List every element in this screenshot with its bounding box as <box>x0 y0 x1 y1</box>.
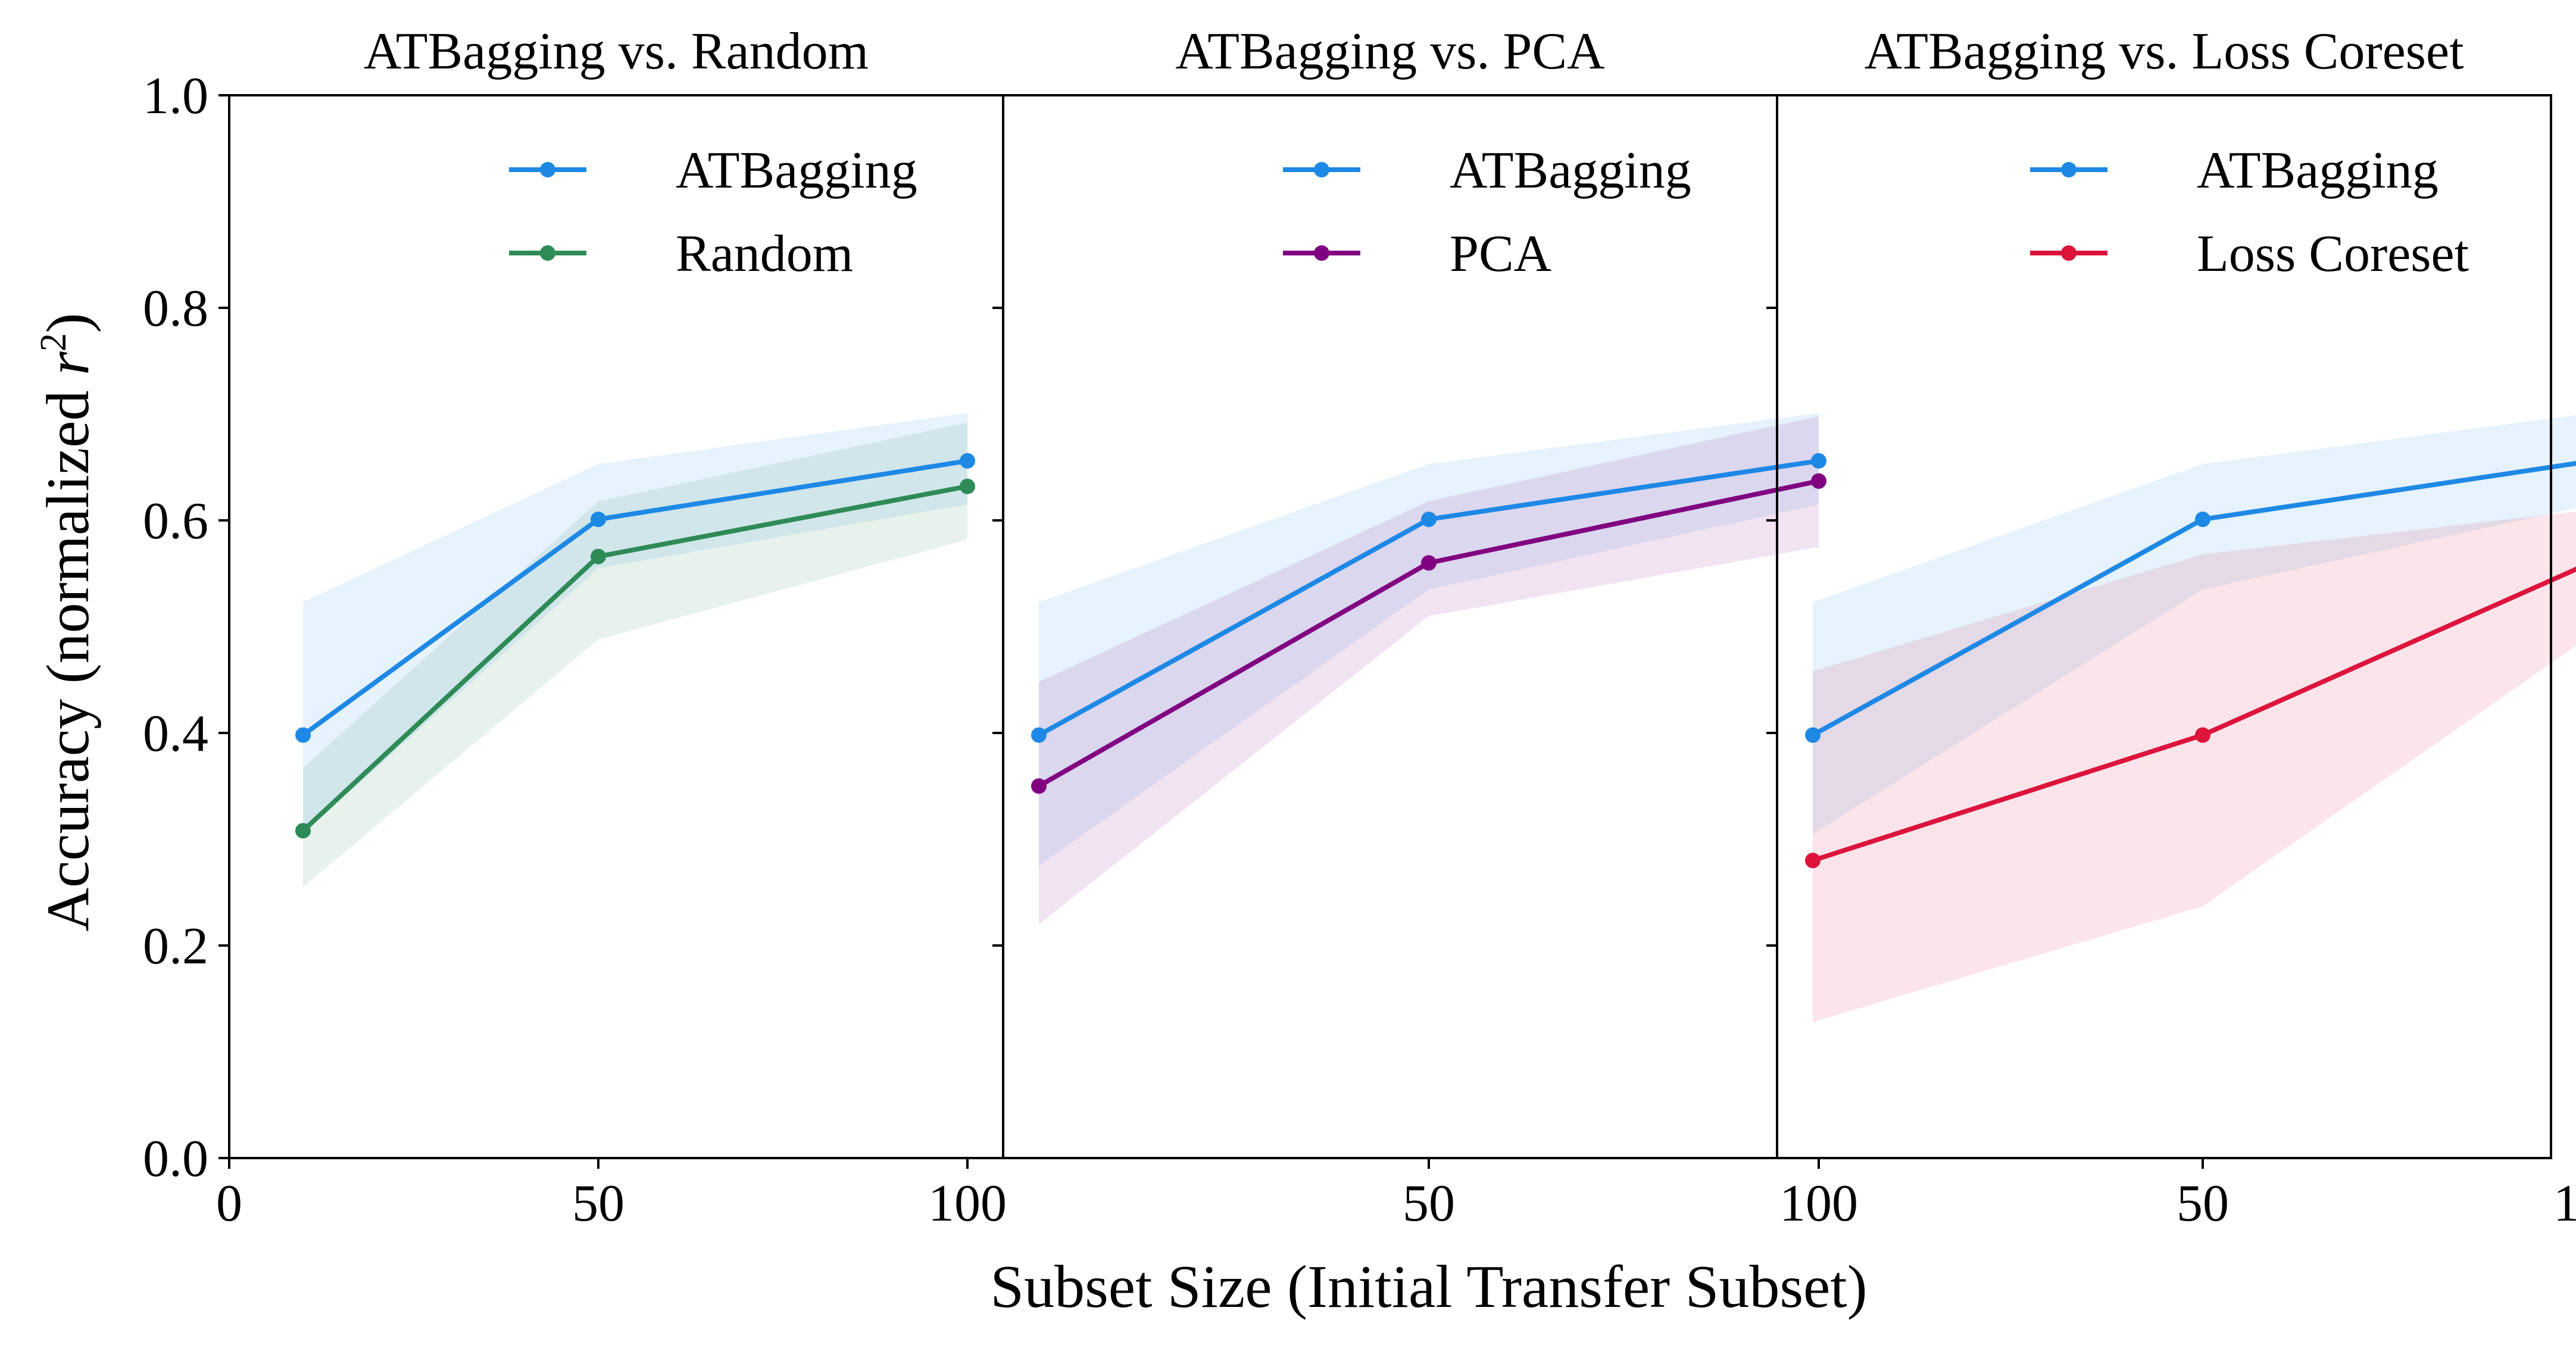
legend-label-2-2: PCA <box>1450 225 1551 283</box>
point-2-2-1 <box>1031 778 1047 794</box>
point-1-2-1 <box>295 823 311 839</box>
y-tick-label-6: 1.0 <box>143 67 208 125</box>
legend-label-3-1: ATBagging <box>2197 142 2438 199</box>
y-axis-label-close: ) <box>35 313 102 333</box>
point-3-2-1 <box>1805 853 1821 869</box>
x-tick-label-2-2: 100 <box>1779 1175 1858 1232</box>
point-2-1-2 <box>1421 511 1437 528</box>
band-3-1 <box>1813 415 2576 834</box>
legend-marker-3-1 <box>2061 162 2077 177</box>
x-tick-label-2-1: 50 <box>1403 1175 1455 1232</box>
y-axis-label: Accuracy (normalized r2) <box>33 313 102 931</box>
panel-title-3: ATBagging vs. Loss Coreset <box>1864 23 2463 80</box>
point-1-2-3 <box>960 478 975 494</box>
y-axis-label-base: Accuracy (normalized <box>35 375 102 932</box>
band-1-2 <box>303 422 967 887</box>
y-tick-label-1: 0.0 <box>143 1130 208 1188</box>
x-tick-label-3-1: 50 <box>2177 1175 2229 1232</box>
legend-label-1-1: ATBagging <box>676 142 917 199</box>
axes <box>218 94 2552 1169</box>
y-tick-label-4: 0.6 <box>143 492 208 550</box>
point-3-1-2 <box>2195 511 2210 528</box>
legend-marker-1-2 <box>540 245 555 261</box>
point-2-2-3 <box>1811 473 1826 489</box>
band-2-1 <box>1039 413 1819 866</box>
panel-title-1: ATBagging vs. Random <box>364 23 869 80</box>
point-3-1-1 <box>1805 727 1821 743</box>
x-axis-label: Subset Size (Initial Transfer Subset) <box>990 1253 1867 1321</box>
legend-label-2-1: ATBagging <box>1450 142 1691 199</box>
band-2-2 <box>1039 416 1819 925</box>
panel-title-2: ATBagging vs. PCA <box>1175 23 1604 80</box>
x-tick-label-1-2: 50 <box>572 1175 625 1232</box>
legend-marker-1-1 <box>540 162 555 177</box>
y-axis-label-variable: r <box>35 351 102 375</box>
point-2-1-1 <box>1031 727 1047 743</box>
x-tick-label-1-1: 0 <box>216 1175 242 1232</box>
series-lines <box>295 453 2576 869</box>
point-1-1-3 <box>960 453 975 469</box>
point-2-1-3 <box>1811 453 1826 469</box>
y-axis-label-superscript: 2 <box>33 333 74 351</box>
x-tick-label-3-2: 100 <box>2553 1175 2576 1232</box>
point-1-1-1 <box>295 727 311 743</box>
point-3-2-2 <box>2195 727 2210 743</box>
legend-marker-2-1 <box>1314 162 1329 177</box>
y-tick-label-5: 0.8 <box>143 280 208 338</box>
panel-frame-3 <box>1776 94 2552 1159</box>
legend-marker-2-2 <box>1314 245 1329 261</box>
legend-label-3-2: Loss Coreset <box>2197 225 2469 283</box>
chart-text: Subset Size (Initial Transfer Subset) Ac… <box>33 23 2576 1321</box>
y-tick-label-2: 0.2 <box>143 918 208 975</box>
y-tick-label-3: 0.4 <box>143 705 208 763</box>
point-1-1-2 <box>591 511 606 528</box>
legend-label-1-2: Random <box>676 225 853 283</box>
x-tick-label-1-3: 100 <box>928 1175 1007 1232</box>
point-2-2-2 <box>1421 555 1437 571</box>
band-3-2 <box>1813 511 2576 1022</box>
legend-marker-3-2 <box>2061 245 2077 261</box>
confidence-bands <box>303 413 2576 1022</box>
point-1-2-2 <box>591 548 606 564</box>
